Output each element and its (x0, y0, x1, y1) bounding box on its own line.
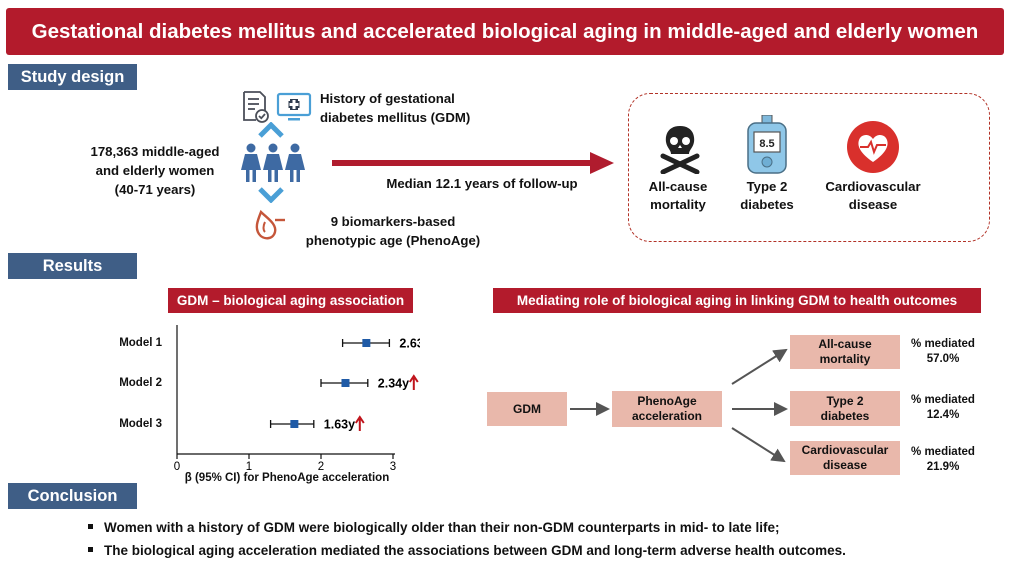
x-tick-label: 0 (174, 461, 180, 473)
association-header: GDM – biological aging association (168, 288, 413, 313)
section-label-results: Results (8, 253, 137, 279)
mediation-outcome-line: mortality (819, 352, 871, 366)
outcome-line: disease (848, 197, 898, 212)
exposure-text: History of gestational diabetes mellitus… (320, 89, 520, 127)
mediation-exposure-text: GDM (513, 401, 541, 416)
biomarker-text: 9 biomarkers-based phenotypic age (Pheno… (298, 212, 488, 250)
conclusion-bullet: Women with a history of GDM were biologi… (88, 520, 780, 535)
mediation-outcome-box: Type 2 diabetes (790, 391, 900, 426)
conclusion-bullet: The biological aging acceleration mediat… (88, 543, 846, 558)
population-line: 178,363 middle-aged (90, 144, 220, 159)
glucose-meter-icon: 8.5 (747, 115, 787, 174)
forest-plot: 0 1 2 3 2.63y 2.34y 1.63y (174, 325, 420, 473)
bullet-square (88, 546, 93, 552)
blood-drop-icon (255, 209, 285, 240)
mediator-line: PhenoAge (637, 394, 697, 408)
section-label-text: Conclusion (27, 486, 118, 505)
exposure-line: History of gestational (320, 91, 455, 106)
mediated-label: % mediated 21.9% (905, 445, 981, 475)
bullet-square (88, 523, 93, 529)
point-estimate (290, 420, 299, 428)
point-estimate (341, 379, 350, 387)
mediation-outcome-box: All-cause mortality (790, 335, 900, 369)
heart-icon (847, 121, 899, 173)
mediated-value: 57.0% (926, 353, 960, 365)
outcome-line: Type 2 (746, 179, 788, 194)
mediation-outcome-line: disease (822, 458, 868, 472)
chevron-down-icon (258, 187, 284, 203)
population-text: 178,363 middle-aged and elderly women (4… (70, 142, 240, 199)
association-header-text: GDM – biological aging association (176, 293, 405, 308)
monitor-plus-icon (276, 92, 312, 121)
biomarker-line: 9 biomarkers-based (330, 214, 456, 229)
mediation-outcome-box: Cardiovascular disease (790, 441, 900, 475)
estimate-label: 2.63y (399, 337, 420, 351)
mediation-mediator-box: PhenoAge acceleration (612, 391, 722, 427)
outcome-label-cvd: Cardiovascular disease (818, 178, 928, 214)
forest-rows: 2.63y 2.34y 1.63y (269, 337, 420, 432)
up-arrow-icon (408, 374, 419, 390)
mediated-value: 21.9% (926, 461, 960, 473)
outcome-line: Cardiovascular (825, 179, 921, 194)
biomarker-line: phenotypic age (PhenoAge) (305, 233, 481, 248)
arrow-right-icon (332, 152, 614, 174)
mediation-outcome-line: Cardiovascular (801, 443, 889, 457)
model-label: Model 3 (119, 418, 162, 430)
x-ticks: 0 1 2 3 (174, 454, 396, 473)
x-tick-label: 3 (390, 461, 396, 473)
section-label-conclusion: Conclusion (8, 483, 137, 509)
mediation-outcome-line: Type 2 (826, 393, 864, 408)
mediation-outcome-line: diabetes (820, 408, 870, 423)
outcomes-box (628, 93, 990, 242)
estimate-label: 2.34y (378, 377, 409, 391)
exposure-line: diabetes mellitus (GDM) (320, 110, 471, 125)
x-axis-label: β (95% CI) for PhenoAge acceleration (184, 472, 390, 484)
population-line: (40-71 years) (114, 182, 196, 197)
outcome-line: diabetes (740, 197, 794, 212)
section-label-text: Results (42, 256, 103, 275)
document-check-icon (243, 91, 269, 123)
mediation-header: Mediating role of biological aging in li… (493, 288, 981, 313)
page-title: Gestational diabetes mellitus and accele… (31, 19, 979, 43)
mediated-caption: % mediated (911, 338, 975, 350)
mediator-line: acceleration (631, 409, 703, 423)
mediation-outcome-line: All-cause (818, 337, 872, 351)
section-label-text: Study design (20, 67, 125, 86)
title-banner: Gestational diabetes mellitus and accele… (6, 8, 1004, 55)
up-arrow-icon (354, 415, 365, 431)
section-label-study-design: Study design (8, 64, 137, 90)
outcome-line: mortality (650, 197, 706, 212)
mediation-exposure-box: GDM (487, 392, 567, 426)
skull-crossbones-icon (660, 126, 700, 174)
mediated-label: % mediated 57.0% (905, 337, 981, 367)
chevron-up-icon (258, 122, 284, 138)
point-estimate (362, 339, 371, 347)
estimate-label: 1.63y (324, 418, 355, 432)
x-tick-label: 1 (246, 461, 252, 473)
mediated-label: % mediated 12.4% (905, 393, 981, 423)
women-group-icon (241, 143, 305, 182)
mediation-arrows (570, 348, 788, 463)
meter-reading: 8.5 (759, 138, 774, 150)
mediated-caption: % mediated (911, 446, 975, 458)
x-tick-label: 2 (318, 461, 324, 473)
model-label: Model 1 (119, 337, 162, 349)
outcome-label-mortality: All-cause mortality (638, 178, 718, 214)
conclusion-text: Women with a history of GDM were biologi… (104, 520, 780, 535)
model-label: Model 2 (119, 377, 162, 389)
conclusion-text: The biological aging acceleration mediat… (104, 543, 846, 558)
follow-up-text: Median 12.1 years of follow-up (386, 176, 578, 191)
mediation-header-text: Mediating role of biological aging in li… (516, 293, 958, 308)
outcome-label-diabetes: Type 2 diabetes (728, 178, 806, 214)
mediated-caption: % mediated (911, 394, 975, 406)
arrow-to-cvd (731, 427, 786, 463)
population-line: and elderly women (95, 163, 215, 178)
arrow-to-mortality (731, 348, 788, 385)
outcome-line: All-cause (648, 179, 708, 194)
mediated-value: 12.4% (926, 409, 960, 421)
